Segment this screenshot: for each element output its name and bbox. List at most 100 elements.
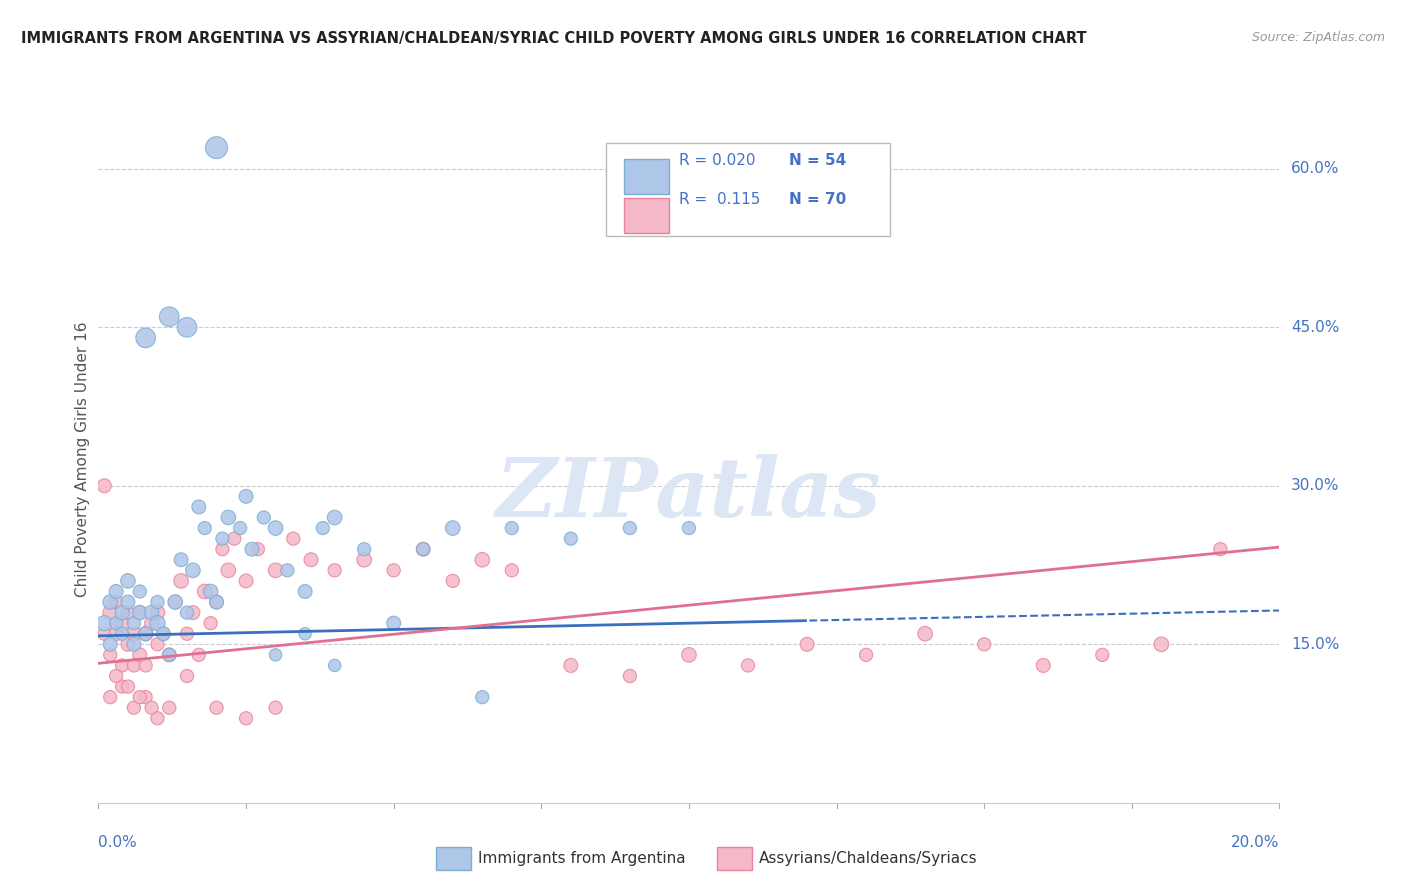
Point bbox=[122, 700, 145, 714]
Point bbox=[471, 553, 494, 567]
Point bbox=[187, 500, 209, 514]
Point bbox=[128, 584, 150, 599]
FancyBboxPatch shape bbox=[624, 198, 669, 233]
Point bbox=[141, 616, 163, 631]
Point bbox=[619, 669, 641, 683]
Text: 45.0%: 45.0% bbox=[1291, 320, 1340, 334]
Point bbox=[176, 626, 198, 640]
Point bbox=[117, 595, 139, 609]
Point bbox=[264, 563, 287, 577]
Point bbox=[1091, 648, 1114, 662]
Point bbox=[105, 616, 128, 631]
Point bbox=[176, 606, 198, 620]
Point bbox=[323, 510, 346, 524]
Point bbox=[128, 606, 150, 620]
Point bbox=[165, 595, 187, 609]
Text: N = 54: N = 54 bbox=[789, 153, 846, 168]
Point bbox=[299, 553, 322, 567]
Point bbox=[441, 574, 464, 588]
Point bbox=[152, 626, 174, 640]
Point bbox=[471, 690, 494, 705]
Point bbox=[157, 310, 180, 324]
Point bbox=[157, 700, 180, 714]
Point bbox=[914, 626, 936, 640]
Point bbox=[157, 648, 180, 662]
Point bbox=[323, 563, 346, 577]
Point bbox=[135, 658, 157, 673]
FancyBboxPatch shape bbox=[606, 144, 890, 236]
Point bbox=[117, 637, 139, 651]
Point bbox=[98, 606, 121, 620]
Point bbox=[560, 658, 582, 673]
Point bbox=[264, 648, 287, 662]
Point bbox=[229, 521, 252, 535]
Point bbox=[200, 616, 222, 631]
Point bbox=[176, 669, 198, 683]
Point bbox=[141, 700, 163, 714]
Point bbox=[128, 690, 150, 705]
Point bbox=[276, 563, 298, 577]
Point bbox=[146, 637, 169, 651]
Point bbox=[146, 616, 169, 631]
Point bbox=[98, 690, 121, 705]
Point bbox=[98, 637, 121, 651]
Point bbox=[93, 626, 115, 640]
Text: Source: ZipAtlas.com: Source: ZipAtlas.com bbox=[1251, 31, 1385, 45]
Point bbox=[105, 669, 128, 683]
Point bbox=[205, 595, 228, 609]
Point bbox=[855, 648, 877, 662]
Point bbox=[122, 637, 145, 651]
Point bbox=[246, 542, 269, 557]
Point bbox=[105, 584, 128, 599]
Text: 20.0%: 20.0% bbox=[1232, 835, 1279, 849]
Point bbox=[152, 626, 174, 640]
Text: 60.0%: 60.0% bbox=[1291, 161, 1340, 177]
Point bbox=[200, 584, 222, 599]
Point bbox=[678, 521, 700, 535]
Point bbox=[111, 626, 134, 640]
Point bbox=[217, 563, 239, 577]
Point bbox=[1150, 637, 1173, 651]
Point bbox=[973, 637, 995, 651]
Point bbox=[128, 606, 150, 620]
Text: Immigrants from Argentina: Immigrants from Argentina bbox=[478, 852, 686, 866]
Text: R = 0.020: R = 0.020 bbox=[679, 153, 756, 168]
Point bbox=[294, 584, 316, 599]
Point bbox=[1209, 542, 1232, 557]
Text: 30.0%: 30.0% bbox=[1291, 478, 1340, 493]
Point bbox=[253, 510, 276, 524]
Point bbox=[194, 584, 217, 599]
Point bbox=[105, 626, 128, 640]
Y-axis label: Child Poverty Among Girls Under 16: Child Poverty Among Girls Under 16 bbox=[75, 322, 90, 597]
Point bbox=[135, 690, 157, 705]
Point bbox=[323, 658, 346, 673]
Point bbox=[560, 532, 582, 546]
Point bbox=[122, 616, 145, 631]
Text: IMMIGRANTS FROM ARGENTINA VS ASSYRIAN/CHALDEAN/SYRIAC CHILD POVERTY AMONG GIRLS : IMMIGRANTS FROM ARGENTINA VS ASSYRIAN/CH… bbox=[21, 31, 1087, 46]
Point bbox=[619, 521, 641, 535]
Point bbox=[111, 658, 134, 673]
Point bbox=[205, 595, 228, 609]
Text: 0.0%: 0.0% bbox=[98, 835, 138, 849]
Point bbox=[181, 563, 204, 577]
Point bbox=[170, 553, 193, 567]
Point bbox=[187, 648, 209, 662]
Point bbox=[264, 521, 287, 535]
Point bbox=[501, 521, 523, 535]
Point bbox=[122, 626, 145, 640]
Point bbox=[412, 542, 434, 557]
Point bbox=[122, 658, 145, 673]
Point bbox=[205, 141, 228, 155]
Point bbox=[283, 532, 305, 546]
Point bbox=[205, 700, 228, 714]
Text: 15.0%: 15.0% bbox=[1291, 637, 1340, 652]
Point bbox=[501, 563, 523, 577]
Point bbox=[678, 648, 700, 662]
Point bbox=[353, 542, 375, 557]
Point bbox=[382, 563, 405, 577]
Point bbox=[117, 606, 139, 620]
Point bbox=[264, 700, 287, 714]
Point bbox=[737, 658, 759, 673]
Point bbox=[105, 595, 128, 609]
Point bbox=[412, 542, 434, 557]
